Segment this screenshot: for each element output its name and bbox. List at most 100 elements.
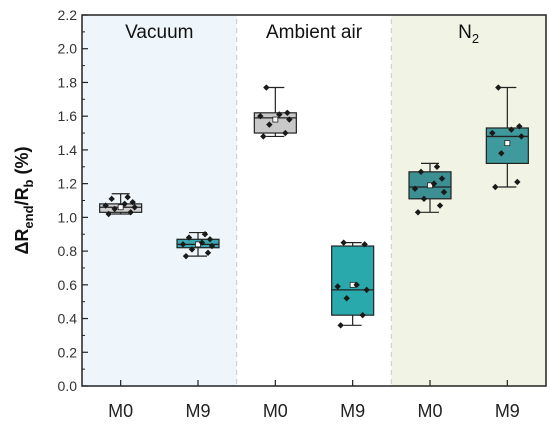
data-point [102, 202, 109, 209]
y-tick-label: 1.2 [58, 176, 78, 192]
y-axis-title-part: (%) [12, 146, 32, 179]
y-tick-label: 0.6 [58, 277, 78, 293]
data-point [284, 109, 291, 117]
x-tick-label: M9 [185, 401, 210, 421]
data-point [363, 286, 370, 294]
data-point [498, 150, 505, 157]
data-point [353, 281, 360, 289]
data-point [430, 180, 438, 187]
group-background-1 [236, 15, 392, 386]
y-tick-label: 2.0 [58, 41, 78, 57]
data-point [282, 129, 289, 137]
data-point [414, 209, 422, 216]
box-1 [176, 231, 220, 260]
data-point [359, 311, 366, 319]
data-point [127, 209, 134, 216]
data-point [343, 295, 350, 302]
y-axis-title-part: /R [12, 187, 32, 205]
group-label-main: Vacuum [125, 22, 193, 43]
x-tick-label: M9 [495, 401, 520, 421]
group-background-2 [391, 15, 546, 386]
data-point [206, 236, 214, 243]
box-0 [99, 193, 143, 218]
data-point [276, 111, 283, 118]
data-point [257, 112, 264, 120]
y-tick-label: 0.2 [58, 344, 78, 360]
data-point [492, 183, 499, 191]
data-point [129, 198, 136, 206]
data-point [201, 231, 209, 238]
y-tick-label: 1.0 [58, 209, 78, 225]
group-label: N2 [458, 22, 479, 46]
data-point [124, 193, 131, 201]
group-label-subscript: 2 [472, 31, 479, 46]
data-point [286, 116, 293, 123]
data-point [440, 188, 448, 196]
x-tick-label: M0 [263, 401, 288, 421]
data-point [334, 283, 341, 290]
data-point [121, 200, 128, 208]
data-point [489, 129, 496, 137]
mean-marker [117, 204, 124, 211]
data-point [108, 195, 115, 203]
data-point [516, 123, 523, 130]
data-point [208, 242, 216, 250]
group-label: Vacuum [125, 22, 193, 43]
data-point [420, 195, 428, 203]
data-point [518, 133, 525, 140]
x-tick-label: M0 [417, 401, 442, 421]
box-5 [485, 84, 529, 191]
data-point [508, 126, 515, 133]
data-point [361, 241, 368, 248]
y-axis-title-subscript: b [21, 179, 36, 187]
labels: 0.0 0.2 0.4 0.6 0.8 1.0 1.2 1.4 1.6 1.8 2.0 2.2 M0 M9… [12, 7, 520, 421]
x-tick-label: M9 [340, 401, 365, 421]
mean-marker [504, 140, 511, 147]
data-point [198, 239, 206, 246]
box-3 [331, 239, 375, 329]
data-point [105, 210, 112, 218]
data-point [337, 322, 344, 329]
data-point [433, 163, 441, 170]
y-tick-label: 0.8 [58, 243, 78, 259]
data-point [438, 175, 446, 182]
data-point [188, 246, 196, 253]
data-point [185, 234, 193, 241]
box-2 [253, 84, 297, 140]
data-point [436, 202, 444, 209]
data-point [131, 204, 138, 211]
group-label-main: Ambient air [266, 22, 363, 43]
data-point [417, 168, 425, 176]
data-point [411, 185, 419, 192]
data-point [340, 239, 347, 246]
data-point [266, 121, 273, 128]
data-point [111, 205, 118, 213]
group-label-main: N [458, 22, 472, 43]
y-axis-title: ΔRend/Rb (%) [12, 146, 36, 254]
data-point [204, 249, 212, 256]
data-point [263, 84, 270, 91]
box-body [331, 245, 375, 316]
box-plots [99, 84, 529, 329]
y-tick-label: 1.6 [58, 108, 78, 124]
data-point [514, 178, 521, 186]
group-backgrounds [82, 15, 546, 386]
y-tick-label: 0.4 [58, 311, 78, 327]
axes [81, 14, 547, 387]
y-axis-title-part: ΔR [12, 229, 32, 255]
group-background-0 [82, 15, 237, 386]
group-label: Ambient air [266, 22, 363, 43]
data-point [495, 84, 502, 91]
data-point [182, 252, 190, 260]
y-tick-label: 0.0 [58, 378, 78, 394]
mean-marker [272, 116, 279, 123]
y-tick-label: 2.2 [58, 7, 78, 23]
data-point [179, 241, 187, 248]
box-4 [408, 162, 452, 216]
group-dividers [236, 19, 392, 386]
y-tick-label: 1.4 [58, 142, 78, 158]
y-axis-title-subscript: end [21, 205, 36, 228]
data-point [260, 133, 267, 140]
y-tick-label: 1.8 [58, 74, 78, 90]
